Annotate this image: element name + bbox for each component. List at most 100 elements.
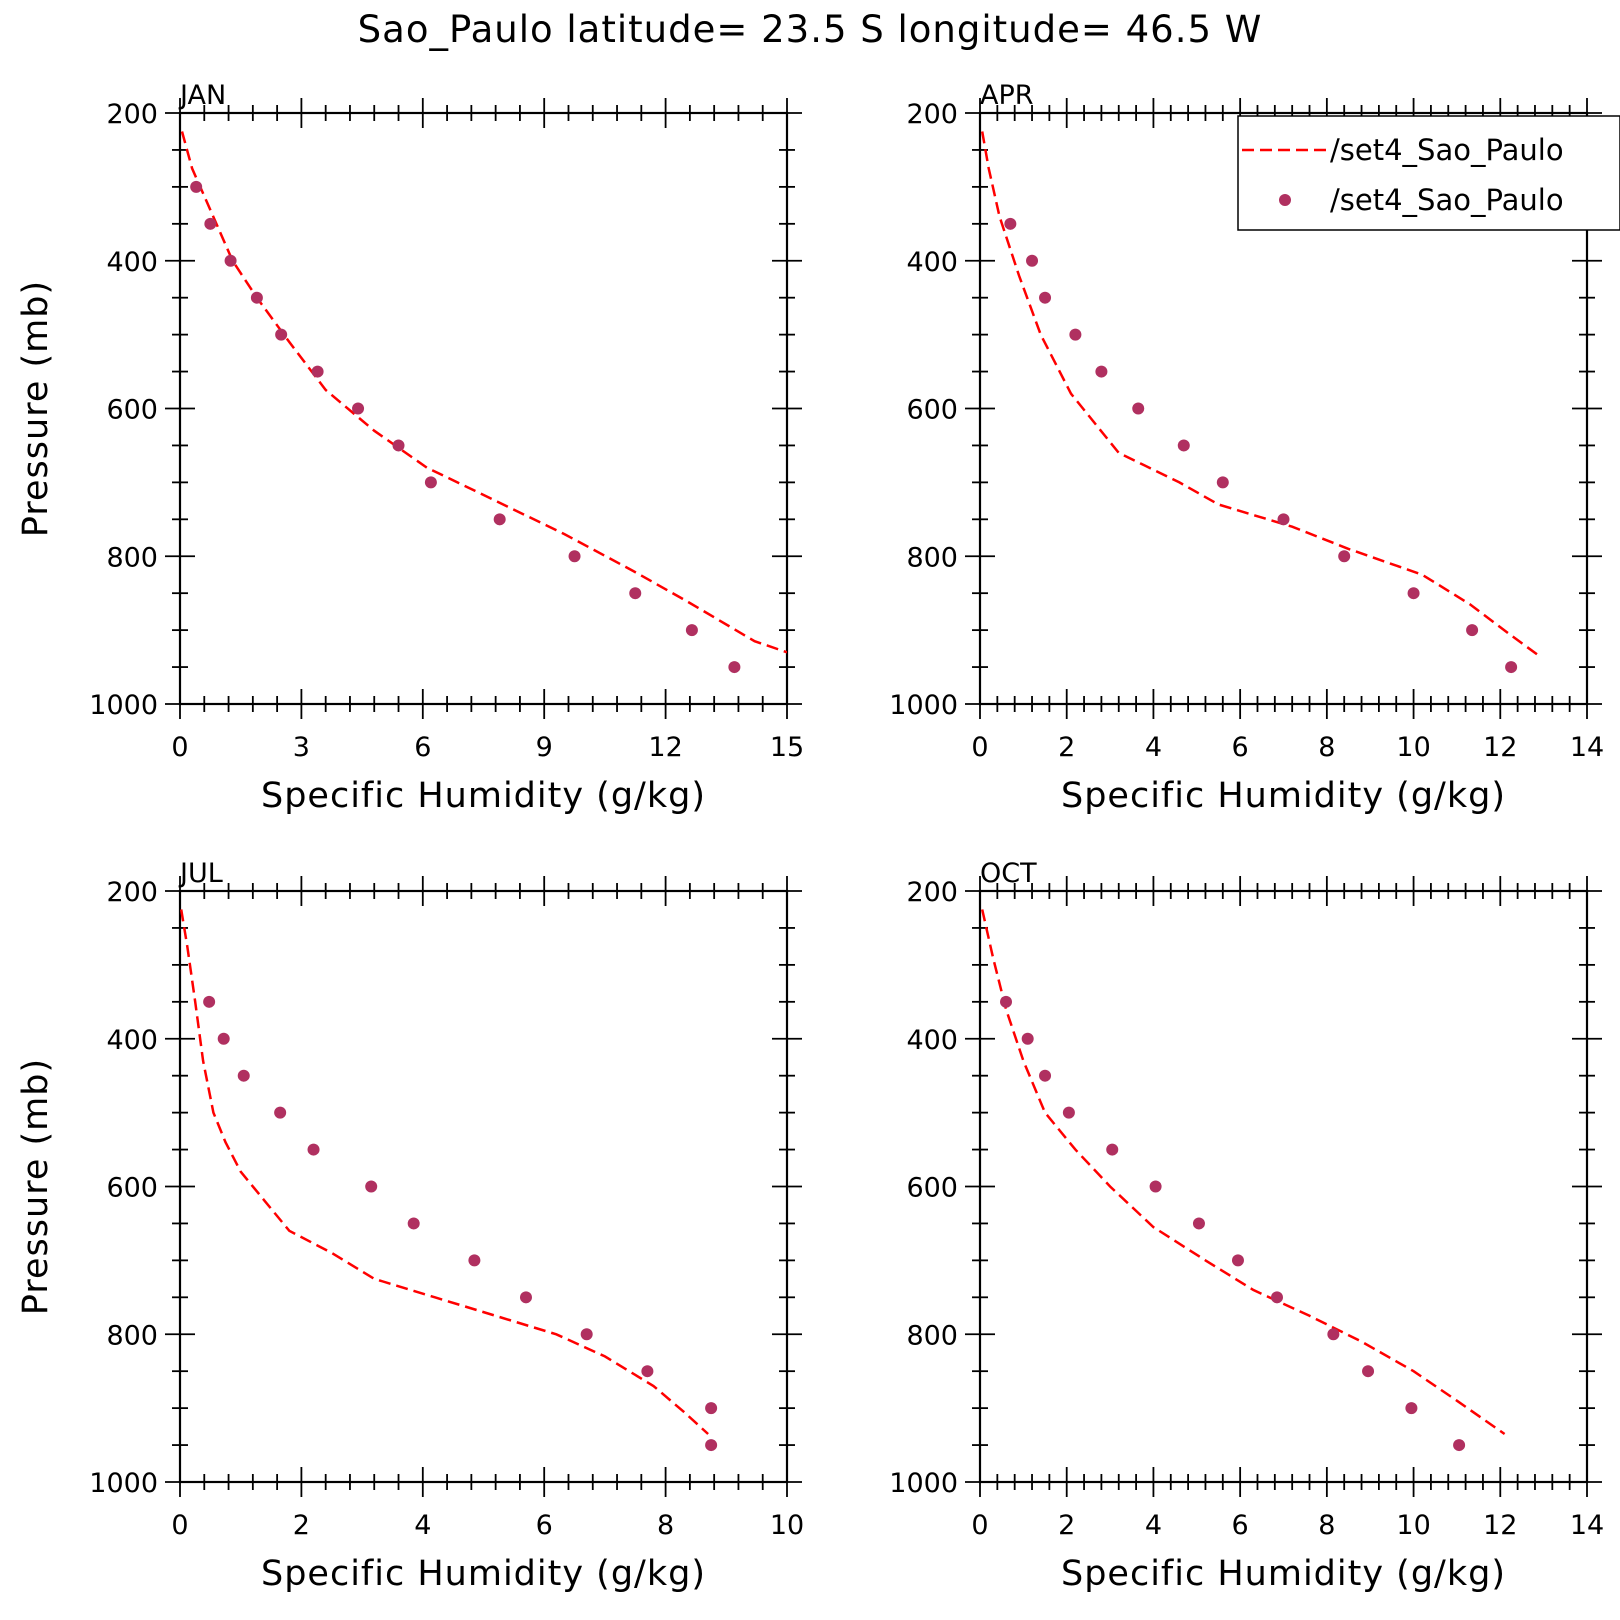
obs-data-point xyxy=(1132,402,1145,415)
x-tick-label: 0 xyxy=(971,732,988,763)
obs-data-point xyxy=(237,1069,250,1082)
obs-data-point xyxy=(352,402,365,415)
obs-data-point xyxy=(1407,587,1420,600)
obs-data-point xyxy=(685,624,698,637)
obs-data-point xyxy=(250,291,263,304)
y-tick-label: 200 xyxy=(906,99,958,130)
x-axis-title: Specific Humidity (g/kg) xyxy=(1061,776,1506,816)
obs-data-point xyxy=(641,1365,654,1378)
y-tick-label: 1000 xyxy=(89,690,158,721)
x-tick-label: 2 xyxy=(293,1510,310,1541)
x-tick-label: 2 xyxy=(1058,1510,1075,1541)
x-tick-label: 0 xyxy=(971,1510,988,1541)
x-tick-label: 8 xyxy=(1318,1510,1335,1541)
figure-title: Sao_Paulo latitude= 23.5 S longitude= 46… xyxy=(358,8,1263,51)
x-tick-label: 6 xyxy=(536,1510,553,1541)
obs-data-point xyxy=(468,1254,481,1267)
obs-data-point xyxy=(1062,1106,1075,1119)
obs-data-point xyxy=(728,661,741,674)
x-axis-title: Specific Humidity (g/kg) xyxy=(261,1554,706,1594)
obs-data-point xyxy=(1270,1291,1283,1304)
obs-data-point xyxy=(1327,1328,1340,1341)
y-tick-label: 400 xyxy=(906,1025,958,1056)
y-tick-label: 800 xyxy=(906,1320,958,1351)
x-axis-title: Specific Humidity (g/kg) xyxy=(261,776,706,816)
obs-data-point xyxy=(1216,476,1229,489)
y-tick-label: 800 xyxy=(906,542,958,573)
x-tick-label: 8 xyxy=(1318,732,1335,763)
obs-data-point xyxy=(274,1106,287,1119)
x-tick-label: 15 xyxy=(770,732,804,763)
obs-data-point xyxy=(1338,550,1351,563)
y-tick-label: 1000 xyxy=(89,1468,158,1499)
x-tick-label: 10 xyxy=(770,1510,804,1541)
obs-data-point xyxy=(190,180,203,193)
obs-data-point xyxy=(1106,1143,1119,1156)
x-tick-label: 0 xyxy=(171,1510,188,1541)
obs-data-point xyxy=(1026,254,1039,267)
obs-data-point xyxy=(407,1217,420,1230)
panel-jan: 200 400 600 800 1000 0 3 6 9 12 15 JAN Specific Humi… xyxy=(16,80,804,816)
obs-data-point xyxy=(705,1402,718,1415)
x-tick-label: 9 xyxy=(536,732,553,763)
obs-data-point xyxy=(1095,365,1108,378)
legend-dot-swatch xyxy=(1279,194,1291,206)
obs-data-point xyxy=(1149,1180,1162,1193)
model-series-line xyxy=(980,909,1506,1436)
obs-data-point xyxy=(217,1032,230,1045)
x-tick-label: 4 xyxy=(414,1510,431,1541)
panel-apr: 200 400 600 800 1000 0 2 4 6 8 10 12 14 APR Specific H… xyxy=(889,80,1604,816)
y-tick-label: 200 xyxy=(106,99,158,130)
x-tick-label: 6 xyxy=(1232,1510,1249,1541)
y-tick-label: 600 xyxy=(106,1173,158,1204)
panel-title: JUL xyxy=(178,858,223,889)
obs-data-point xyxy=(1039,1069,1052,1082)
plot-frame xyxy=(978,889,1589,1484)
obs-data-point xyxy=(629,587,642,600)
panel-title: OCT xyxy=(980,858,1037,889)
obs-data-point xyxy=(493,513,506,526)
panel-oct: 200 400 600 800 1000 0 2 4 6 8 10 12 14 OCT Specific H… xyxy=(889,858,1604,1594)
x-tick-label: 4 xyxy=(1145,1510,1162,1541)
y-axis-title: Pressure (mb) xyxy=(16,1058,56,1315)
legend-label-obs: /set4_Sao_Paulo xyxy=(1330,183,1564,217)
obs-data-point xyxy=(1505,661,1518,674)
x-tick-label: 3 xyxy=(293,732,310,763)
legend-box xyxy=(1237,115,1620,231)
obs-data-point xyxy=(424,476,437,489)
obs-data-point xyxy=(1000,995,1013,1008)
obs-data-point xyxy=(1231,1254,1244,1267)
model-series-line xyxy=(180,909,709,1435)
obs-data-point xyxy=(1039,291,1052,304)
obs-data-point xyxy=(307,1143,320,1156)
obs-data-point xyxy=(1453,1439,1466,1452)
obs-data-point xyxy=(1192,1217,1205,1230)
x-tick-label: 14 xyxy=(1570,1510,1604,1541)
x-tick-label: 6 xyxy=(1232,732,1249,763)
x-tick-label: 0 xyxy=(171,732,188,763)
panel-title: JAN xyxy=(178,80,226,111)
y-tick-label: 600 xyxy=(906,395,958,426)
y-tick-label: 400 xyxy=(906,247,958,278)
y-axis-title: Pressure (mb) xyxy=(16,280,56,537)
x-axis-title: Specific Humidity (g/kg) xyxy=(1061,1554,1506,1594)
x-tick-label: 12 xyxy=(648,732,682,763)
y-tick-label: 600 xyxy=(906,1173,958,1204)
plot-frame xyxy=(178,889,789,1484)
x-tick-label: 6 xyxy=(414,732,431,763)
obs-data-point xyxy=(203,995,216,1008)
panel-jul: 200 400 600 800 1000 0 2 4 6 8 10 JUL Specific Humid… xyxy=(16,858,804,1594)
x-tick-label: 10 xyxy=(1396,732,1430,763)
obs-data-point xyxy=(705,1439,718,1452)
obs-data-point xyxy=(1004,217,1017,230)
y-tick-label: 200 xyxy=(106,877,158,908)
obs-data-point xyxy=(1021,1032,1034,1045)
obs-data-point xyxy=(311,365,324,378)
y-tick-label: 1000 xyxy=(889,690,958,721)
obs-data-point xyxy=(1177,439,1190,452)
x-tick-label: 14 xyxy=(1570,732,1604,763)
obs-data-point xyxy=(365,1180,378,1193)
obs-data-point xyxy=(204,217,217,230)
obs-data-point xyxy=(1466,624,1479,637)
